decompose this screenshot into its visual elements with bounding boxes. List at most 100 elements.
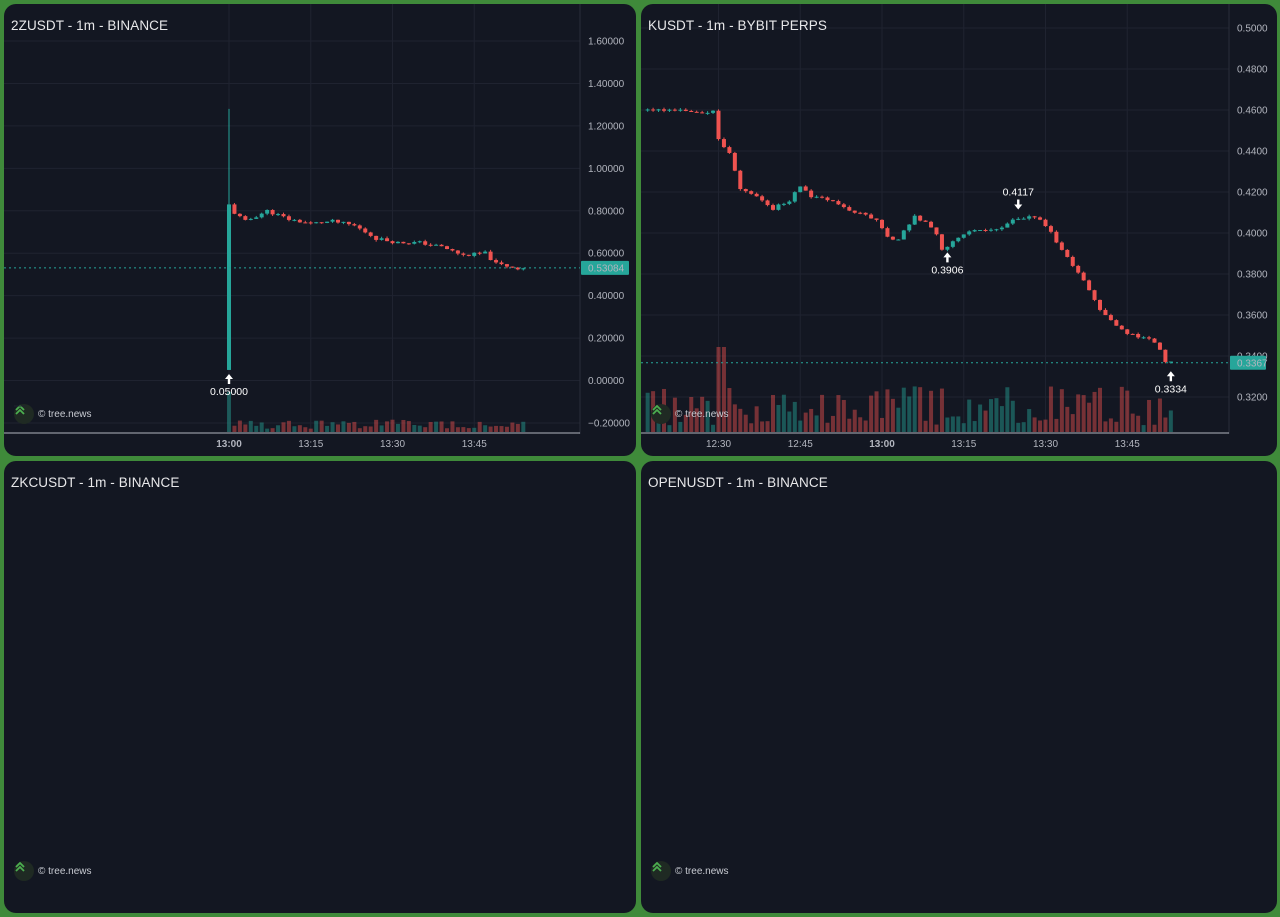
candle-body — [1119, 325, 1124, 330]
candle-body — [743, 189, 748, 192]
tree-logo-icon — [14, 861, 34, 881]
volume-bar — [901, 387, 906, 432]
candle-body — [357, 225, 362, 229]
candle-body — [1130, 333, 1135, 335]
grid — [4, 4, 580, 432]
x-tick-label: 13:30 — [1033, 439, 1058, 450]
arrow-up-icon — [225, 373, 233, 384]
volume-bar — [346, 422, 351, 432]
candle-body — [1157, 342, 1162, 350]
candle-body — [820, 196, 825, 198]
y-tick-label: 0.3800 — [1237, 270, 1268, 281]
volume-bar — [308, 428, 313, 432]
candle-body — [754, 193, 759, 197]
candle-body — [1032, 216, 1037, 218]
volume-bar — [705, 400, 710, 432]
annotation-label: 0.05000 — [210, 386, 248, 398]
volume-bar — [368, 426, 373, 432]
candle-body — [521, 268, 526, 270]
arrow-up-icon — [943, 252, 952, 263]
candle-body — [847, 207, 852, 211]
candle-body — [445, 246, 449, 250]
candle-body — [1092, 290, 1097, 300]
y-tick-label: 1.20000 — [588, 121, 625, 132]
volume-bar — [417, 425, 422, 432]
y-tick-label: 0.4400 — [1237, 147, 1268, 158]
watermark-text: © tree.news — [38, 408, 92, 420]
volume-bar — [809, 408, 814, 432]
candles — [645, 107, 1173, 364]
volume-bar — [352, 421, 357, 432]
candle-body — [689, 110, 694, 112]
candle-body — [727, 147, 732, 153]
candle-body — [869, 214, 874, 219]
volume-bar — [683, 414, 688, 432]
candle-body — [683, 109, 688, 111]
volume-bar — [1038, 420, 1043, 432]
volume-bar — [1108, 418, 1113, 432]
last-price-badge — [1230, 355, 1266, 370]
volume-bar — [319, 420, 324, 432]
candle-body — [923, 220, 928, 222]
volume-bar — [276, 425, 281, 432]
candle-body — [286, 216, 291, 220]
volume-bar — [999, 406, 1004, 432]
candle-body — [472, 252, 477, 256]
volume-bar — [1087, 402, 1092, 432]
volume-bar — [286, 420, 291, 432]
candle-body — [325, 221, 330, 223]
volume-bar — [488, 426, 493, 432]
y-tick-label: 0.4800 — [1237, 65, 1268, 76]
y-tick-label: 0.3600 — [1237, 311, 1268, 322]
candle-body — [678, 109, 683, 111]
candle-body — [863, 212, 868, 215]
volume-bar — [880, 417, 884, 432]
y-tick-label: 1.40000 — [588, 79, 625, 90]
volume-bar — [727, 388, 732, 432]
candle-body — [814, 196, 819, 198]
volume-bar — [1130, 413, 1135, 432]
volume-bar — [863, 420, 868, 432]
chart-svg-zkcusdt — [4, 461, 636, 913]
volume-bar — [510, 422, 515, 432]
candle-body — [672, 109, 677, 111]
volume-bar — [406, 421, 411, 432]
y-tick-label: 0.4200 — [1237, 188, 1268, 199]
watermark: © tree.news — [14, 861, 92, 881]
volume-bar — [297, 425, 302, 432]
volume-bar — [227, 392, 231, 432]
candle-body — [667, 109, 672, 111]
tree-logo-icon — [651, 861, 671, 881]
volume-bar — [721, 347, 726, 432]
volume-bar — [515, 423, 520, 432]
volume-bar — [303, 427, 308, 432]
watermark-text: © tree.news — [675, 408, 729, 420]
candle-body — [1016, 218, 1021, 220]
candle-body — [1043, 219, 1048, 227]
candle-body — [961, 234, 966, 238]
volume-bar — [1163, 417, 1168, 432]
volume-bar — [787, 411, 792, 432]
volume-bar — [401, 419, 406, 432]
volume-bar — [466, 428, 471, 432]
candle-body — [1168, 361, 1173, 363]
watermark-text: © tree.news — [675, 865, 729, 877]
candle-body — [417, 241, 422, 243]
last-price-badge — [581, 260, 629, 275]
volume-bar — [972, 421, 977, 432]
volume-bar — [1136, 415, 1141, 432]
volume-bar — [732, 404, 737, 432]
volume-bar — [738, 408, 743, 432]
volume-bar — [700, 396, 705, 432]
volume-bar — [830, 415, 835, 432]
candle-body — [983, 230, 988, 232]
candle-body — [989, 229, 993, 231]
candle-body — [390, 241, 395, 244]
candle-body — [1163, 349, 1168, 362]
volume-bar — [292, 426, 297, 432]
candle-body — [929, 221, 934, 228]
candle-body — [1098, 299, 1102, 310]
chart-svg-2zusdt: 1.60000 1.40000 1.20000 1.00000 0.80000 0.600… — [4, 4, 630, 450]
volume-bar — [907, 396, 912, 432]
volume-bar — [1152, 424, 1157, 432]
